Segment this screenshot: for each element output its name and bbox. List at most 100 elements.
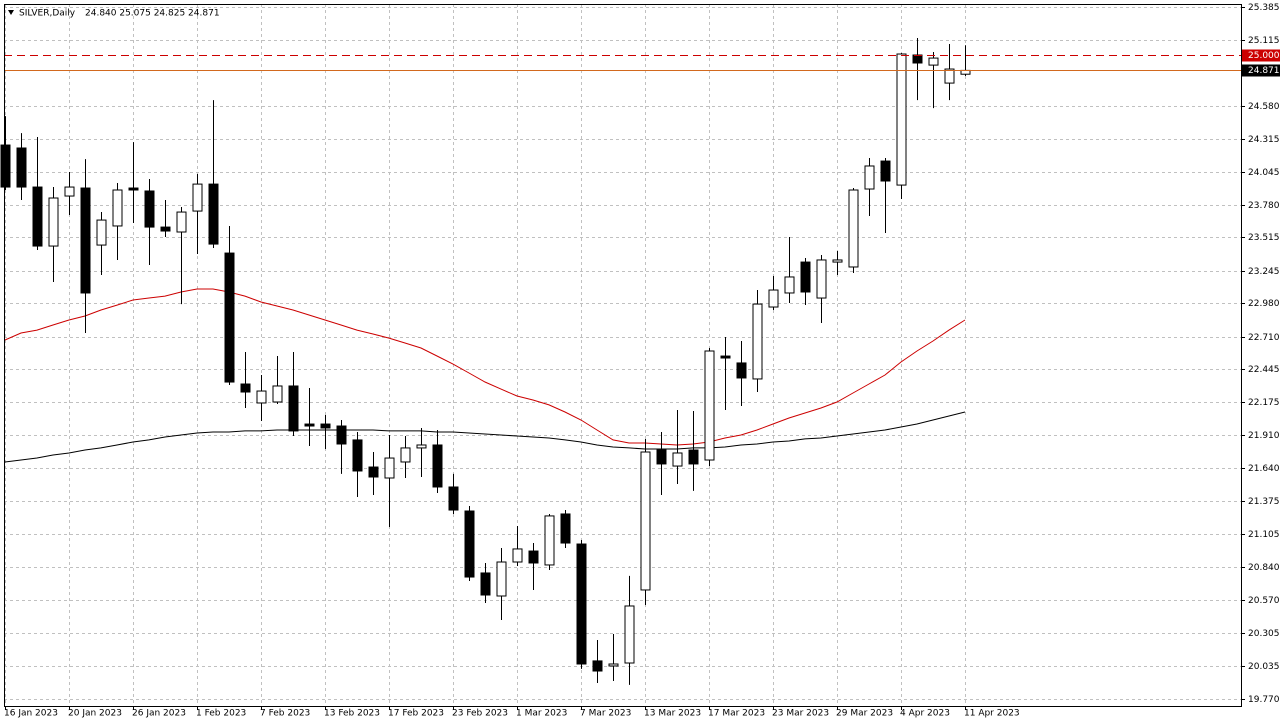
y-tick-label: 20.570 — [1248, 596, 1280, 606]
candle-body — [816, 259, 827, 299]
x-tick-label: 26 Jan 2023 — [132, 709, 186, 719]
candle-body — [848, 189, 859, 268]
moving-average — [4, 411, 966, 463]
candle-body — [544, 515, 555, 566]
plot-frame — [4, 4, 1242, 707]
x-tick-label: 29 Mar 2023 — [836, 709, 893, 719]
candle-body — [304, 423, 315, 427]
y-tick-label: 19.770 — [1248, 695, 1280, 705]
candle-body — [192, 183, 203, 212]
candle-body — [272, 385, 283, 403]
x-tick-label: 20 Jan 2023 — [68, 709, 122, 719]
x-tick-label: 16 Jan 2023 — [4, 709, 58, 719]
ohlc-label: 24.840 25.075 24.825 24.871 — [85, 9, 220, 19]
candle-body — [16, 147, 27, 188]
candle-body — [96, 219, 107, 246]
candle-body — [576, 543, 587, 665]
candle-body — [240, 383, 251, 393]
candle-body — [112, 189, 123, 227]
candle-body — [0, 144, 11, 188]
candle-body — [800, 261, 811, 293]
candle-body — [80, 187, 91, 294]
candle-body — [448, 486, 459, 511]
price-level-box — [1242, 64, 1280, 77]
candle-body — [160, 226, 171, 232]
x-tick-label: 11 Apr 2023 — [964, 709, 1020, 719]
x-tick-label: 7 Mar 2023 — [580, 709, 631, 719]
x-tick-label: 13 Mar 2023 — [644, 709, 701, 719]
x-tick-label: 7 Feb 2023 — [260, 709, 310, 719]
y-tick-label: 21.910 — [1248, 431, 1280, 441]
candle-body — [880, 160, 891, 182]
candle-body — [560, 513, 571, 544]
y-tick-label: 25.115 — [1248, 36, 1280, 46]
x-tick-label: 4 Apr 2023 — [900, 709, 950, 719]
candle-body — [432, 444, 443, 488]
candle-body — [320, 423, 331, 429]
candle-body — [288, 385, 299, 432]
x-tick-label: 17 Mar 2023 — [708, 709, 765, 719]
axis: 19.770 20.035 20.305 20.570 20.840 21.105 21.3… — [4, 3, 1280, 719]
candle-body — [624, 605, 635, 664]
candle-body — [736, 362, 747, 379]
candle-body — [656, 449, 667, 465]
y-tick-label: 23.515 — [1248, 233, 1280, 243]
candle-body — [928, 57, 939, 66]
y-tick-label: 23.245 — [1248, 267, 1280, 277]
candle-body — [832, 259, 843, 263]
candle-body — [256, 390, 267, 404]
candle-body — [64, 186, 75, 197]
candle-body — [640, 451, 651, 591]
y-tick-label: 22.710 — [1248, 333, 1280, 343]
candle-body — [672, 452, 683, 467]
candle-body — [32, 186, 43, 247]
y-tick-label: 23.780 — [1248, 201, 1280, 211]
x-tick-label: 23 Feb 2023 — [452, 709, 508, 719]
candle-body — [416, 444, 427, 449]
plot — [0, 37, 1241, 685]
candle-body — [864, 165, 875, 190]
price-level-box — [1242, 49, 1280, 62]
y-tick-label: 21.375 — [1248, 497, 1280, 507]
chart-title: SILVER,Daily — [19, 9, 76, 19]
candle-body — [128, 187, 139, 191]
candle-body — [384, 457, 395, 479]
y-tick-label: 21.105 — [1248, 530, 1280, 540]
candle-body — [704, 350, 715, 461]
x-tick-label: 1 Mar 2023 — [516, 709, 567, 719]
y-tick-label: 24.580 — [1248, 102, 1280, 112]
moving-average — [4, 288, 966, 446]
candle-body — [912, 54, 923, 64]
candle-body — [896, 53, 907, 186]
candle-body — [512, 548, 523, 563]
candle-body — [224, 252, 235, 383]
x-tick-label: 13 Feb 2023 — [324, 709, 380, 719]
candle-body — [528, 550, 539, 564]
candle-body — [944, 68, 955, 84]
price-level-label: 24.871 — [1248, 66, 1280, 76]
y-tick-label: 24.315 — [1248, 135, 1280, 145]
candle-body — [768, 289, 779, 308]
candle-body — [752, 303, 763, 380]
y-tick-label: 22.980 — [1248, 299, 1280, 309]
candle-body — [688, 449, 699, 465]
y-tick-label: 21.640 — [1248, 464, 1280, 474]
candle-body — [336, 425, 347, 445]
y-tick-label: 24.045 — [1248, 168, 1280, 178]
candle-body — [208, 183, 219, 245]
y-tick-label: 22.445 — [1248, 365, 1280, 375]
candle-body — [144, 190, 155, 228]
y-tick-label: 20.840 — [1248, 563, 1280, 573]
x-tick-label: 23 Mar 2023 — [772, 709, 829, 719]
x-tick-label: 1 Feb 2023 — [196, 709, 246, 719]
candle-body — [48, 197, 59, 247]
candle-body — [368, 466, 379, 478]
menu-arrow[interactable] — [8, 10, 14, 15]
candle-body — [464, 510, 475, 578]
candle-body — [176, 211, 187, 233]
x-tick-label: 17 Feb 2023 — [388, 709, 444, 719]
candle-body — [592, 660, 603, 672]
y-tick-label: 25.385 — [1248, 3, 1280, 13]
